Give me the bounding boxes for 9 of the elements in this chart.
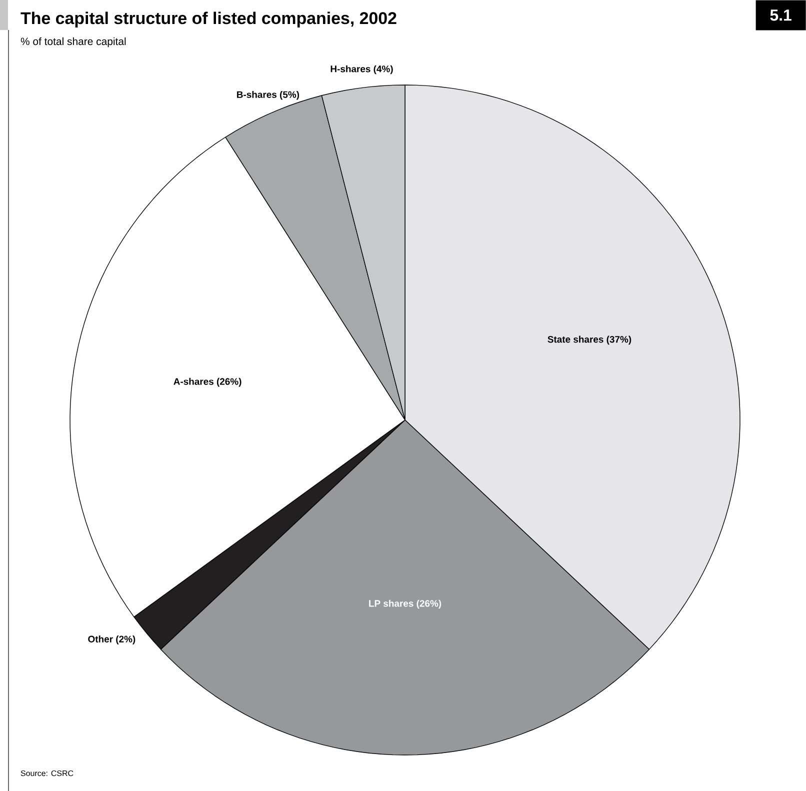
- slice-label: H-shares (4%): [330, 65, 393, 74]
- slice-label: LP shares (26%): [369, 600, 442, 609]
- slice-label: A-shares (26%): [174, 378, 242, 387]
- slice-label: State shares (37%): [548, 336, 632, 345]
- chart-subtitle: % of total share capital: [20, 37, 126, 48]
- slice-label: B-shares (5%): [237, 90, 300, 100]
- chart-title: The capital structure of listed companies, 2002: [20, 12, 396, 28]
- slice-label: Other (2%): [88, 636, 136, 644]
- text: 5.1: [770, 10, 792, 21]
